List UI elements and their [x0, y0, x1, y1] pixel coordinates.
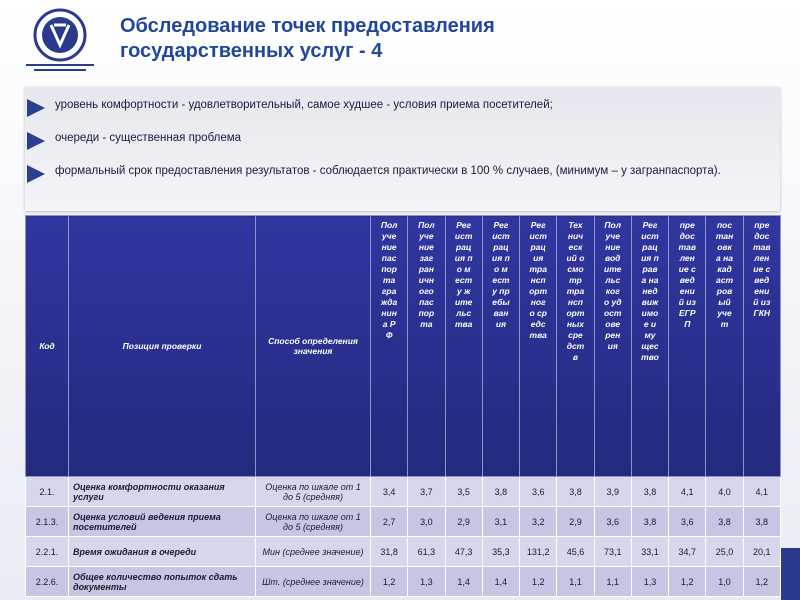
- column-header: Способ определения значения: [255, 215, 371, 477]
- table-cell: 2,9: [444, 506, 483, 537]
- table-cell: 1,1: [556, 566, 595, 597]
- table-cell: 3,6: [668, 506, 707, 537]
- table-cell: 4,1: [742, 476, 781, 507]
- table-cell: Мин (среднее значение): [255, 536, 371, 567]
- table-cell: 61,3: [407, 536, 446, 567]
- table-cell: 4,1: [668, 476, 707, 507]
- slide-title: Обследование точек предоставления госуда…: [120, 15, 495, 62]
- column-header: Получение водительского удостоверения: [593, 215, 632, 477]
- data-table: Код Позиция проверки Способ определения зн…: [25, 215, 781, 597]
- column-header: предоставление сведений из ГКН: [742, 215, 781, 477]
- column-header: Получение заграничного паспорта: [407, 215, 446, 477]
- table-cell: Оценка комфортности оказания услуги: [68, 476, 256, 507]
- table-cell: 1,3: [630, 566, 670, 597]
- table-cell: 3,9: [593, 476, 632, 507]
- table-cell: 3,8: [705, 506, 744, 537]
- table-cell: 3,8: [630, 506, 670, 537]
- bullet: формальный срок предоставления результат…: [25, 164, 780, 183]
- decor-bar: [781, 548, 800, 600]
- table-cell: Общее количество попыток сдать документы: [68, 566, 256, 597]
- column-header: Получение паспорта гражданина РФ: [369, 215, 409, 477]
- column-header: постановка на кадастровый учет: [705, 215, 744, 477]
- column-header: Регистрация по месту жительства: [444, 215, 483, 477]
- table-cell: 1,4: [481, 566, 521, 597]
- table-cell: 1,2: [742, 566, 781, 597]
- table-cell: 3,8: [556, 476, 595, 507]
- table-row: 2.2.1. Время ожидания в очереди Мин (средн…: [25, 536, 781, 567]
- bullet: очереди - существенная проблема: [25, 131, 780, 150]
- table-cell: 3,8: [481, 476, 521, 507]
- table-cell: 3,1: [481, 506, 521, 537]
- table-cell: 35,3: [481, 536, 521, 567]
- bullet: уровень комфортности - удовлетворительны…: [25, 98, 780, 117]
- table-cell: 1,0: [705, 566, 744, 597]
- logo: [26, 8, 94, 71]
- table-cell: 1,3: [407, 566, 446, 597]
- table-cell: 2,7: [369, 506, 409, 537]
- table-cell: 131,2: [519, 536, 558, 567]
- table-cell: 73,1: [593, 536, 632, 567]
- table-cell: Оценка по шкале от 1 до 5 (средняя): [255, 476, 371, 507]
- table-cell: 4,0: [705, 476, 744, 507]
- table-cell: 3,8: [742, 506, 781, 537]
- table-cell: 2.1.: [25, 476, 69, 507]
- table-cell: 3,0: [407, 506, 446, 537]
- column-header: Позиция проверки: [68, 215, 256, 477]
- table-row: 2.2.6. Общее количество попыток сдать док…: [25, 566, 781, 597]
- table-cell: 31,8: [369, 536, 409, 567]
- table-cell: 20,1: [742, 536, 781, 567]
- table-cell: 33,1: [630, 536, 670, 567]
- table-cell: 3,5: [444, 476, 483, 507]
- header-row: Код Позиция проверки Способ определения зн…: [25, 215, 781, 477]
- table-cell: 3,7: [407, 476, 446, 507]
- table-cell: Время ожидания в очереди: [68, 536, 256, 567]
- table-cell: 1,1: [593, 566, 632, 597]
- table-cell: 1,2: [668, 566, 707, 597]
- table-cell: 34,7: [668, 536, 707, 567]
- table-cell: 3,4: [369, 476, 409, 507]
- table-cell: 1,2: [519, 566, 558, 597]
- table-cell: 3,2: [519, 506, 558, 537]
- table-row: 2.1.3. Оценка условий ведения приема посе…: [25, 506, 781, 537]
- table-cell: Оценка условий ведения приема посетителе…: [68, 506, 256, 537]
- table-cell: 2.2.6.: [25, 566, 69, 597]
- table-cell: 45,6: [556, 536, 595, 567]
- table-cell: 1,4: [444, 566, 483, 597]
- column-header: предоставление сведений из ЕГРП: [668, 215, 707, 477]
- column-header: Регистрация права на недвижимое имуществ…: [630, 215, 670, 477]
- table-cell: 2.1.3.: [25, 506, 69, 537]
- bullet-list: уровень комфортности - удовлетворительны…: [25, 87, 780, 211]
- table-cell: 25,0: [705, 536, 744, 567]
- table-cell: 3,6: [593, 506, 632, 537]
- table-cell: 3,6: [519, 476, 558, 507]
- table-cell: 1,2: [369, 566, 409, 597]
- table-cell: Оценка по шкале от 1 до 5 (средняя): [255, 506, 371, 537]
- table-cell: 2,9: [556, 506, 595, 537]
- table-cell: Шт. (среднее значение): [255, 566, 371, 597]
- column-header: Регистрация транспортного средства: [519, 215, 558, 477]
- column-header: Технический осмотр транспортных средств: [556, 215, 595, 477]
- table-cell: 47,3: [444, 536, 483, 567]
- table-row: 2.1. Оценка комфортности оказания услуги О…: [25, 476, 781, 507]
- column-header: Код: [25, 215, 69, 477]
- table-cell: 2.2.1.: [25, 536, 69, 567]
- table-cell: 3,8: [630, 476, 670, 507]
- column-header: Регистрация по месту пребывания: [481, 215, 521, 477]
